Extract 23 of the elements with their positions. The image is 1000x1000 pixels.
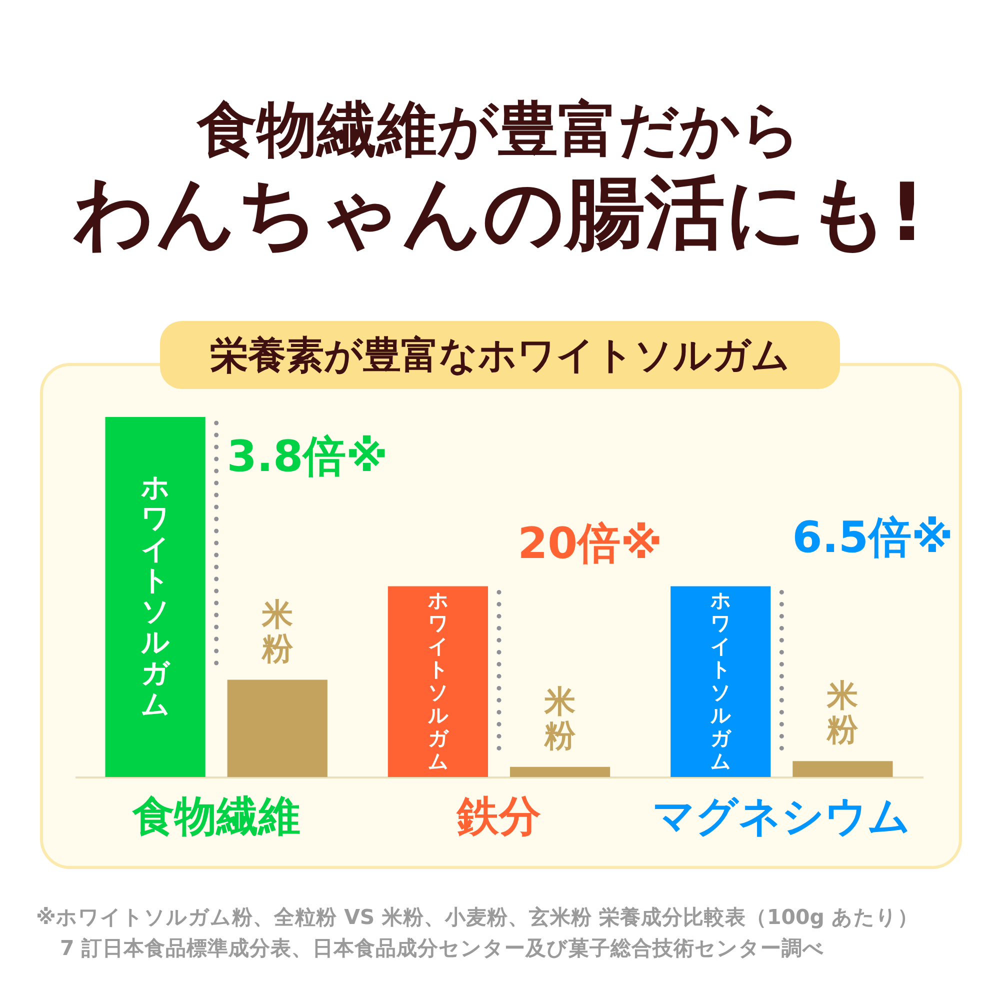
bar: [792, 761, 893, 777]
text: 米粉: [544, 684, 576, 754]
bar: [105, 417, 206, 777]
bar: [510, 766, 610, 777]
text: ※ホワイトソルガム粉、全粒粉 VS 米粉、小麦粉、玄米粉 栄養成分比較表（100g あたり）: [36, 904, 920, 931]
x-tick-label: マグネシウム: [652, 792, 911, 840]
series-label: ホワイトソルガム: [426, 588, 450, 774]
annotation: 6.5倍※: [792, 513, 954, 564]
label-tab: 栄養素が豊富なホワイトソルガム: [160, 321, 840, 389]
chart-subtitle: わんちゃんの腸活にも!: [72, 166, 926, 259]
x-tick-label: 食物繊維: [131, 792, 300, 840]
annotation: 3.8倍※: [226, 432, 388, 482]
annotation: 20倍※: [518, 518, 662, 569]
text: 米粉: [827, 678, 858, 748]
bar: [388, 586, 488, 777]
text: ホワイトソルガム: [140, 470, 170, 720]
text: 7 訂日本食品標準成分表、日本食品成分センター及び菓子総合技術センター調べ: [59, 935, 826, 962]
series-label: 米粉: [260, 596, 294, 667]
chart-title: 食物繊維が豊富だから: [196, 95, 801, 165]
x-tick-label: 鉄分: [456, 792, 541, 840]
text: ホワイトソルガム: [710, 588, 731, 774]
bar: [670, 586, 771, 777]
bar: [227, 680, 328, 777]
